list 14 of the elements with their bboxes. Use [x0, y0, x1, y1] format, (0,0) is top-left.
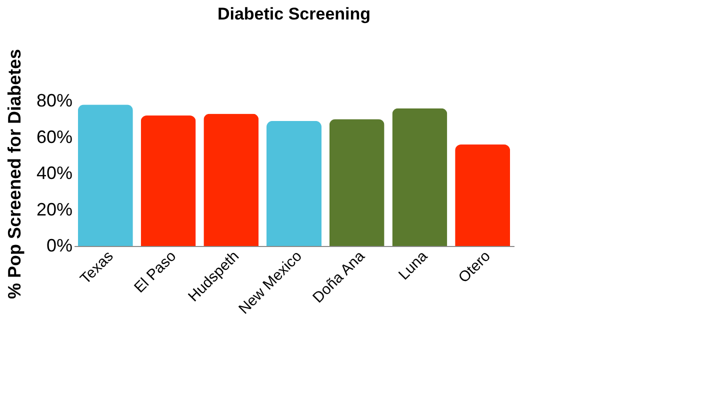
bar	[204, 114, 259, 246]
y-tick-label: 40%	[36, 163, 72, 183]
y-tick-label: 0%	[46, 236, 72, 256]
y-axis-title: % Pop Screened for Diabetes	[4, 48, 24, 300]
y-tick-label: 20%	[36, 199, 72, 220]
bar	[78, 104, 133, 246]
bar	[455, 144, 510, 246]
y-tick-label: 60%	[36, 126, 72, 147]
y-tick-label: 80%	[36, 90, 72, 110]
bar	[329, 119, 384, 246]
bar	[392, 108, 448, 246]
bar	[140, 116, 196, 246]
bar	[266, 120, 322, 246]
chart-title: Diabetic Screening	[217, 4, 371, 24]
